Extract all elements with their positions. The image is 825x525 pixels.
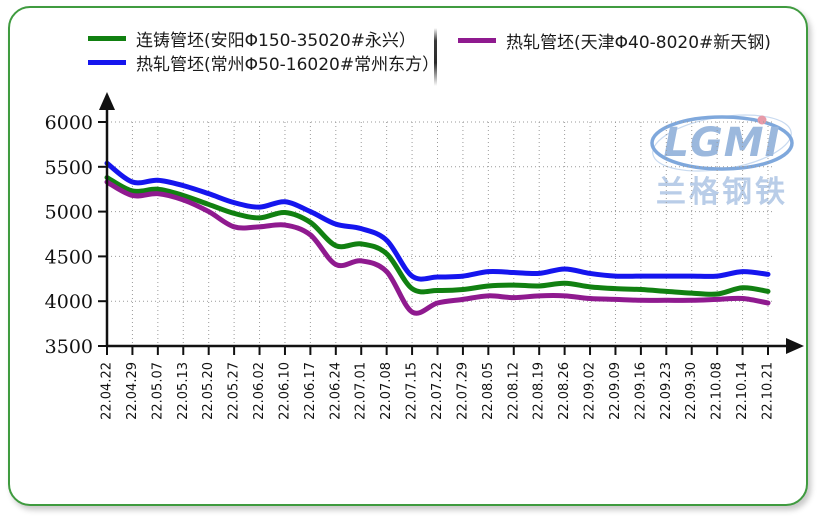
chart-card: 连铸管坯(安阳Φ150-35020#永兴） 热轧管坯(常州Φ50-16020#常… xyxy=(8,6,808,506)
legend-label-green: 连铸管坯(安阳Φ150-35020#永兴） xyxy=(136,30,416,51)
legend-swatch-blue-icon xyxy=(88,59,126,65)
x-axis-label: 22.05.27 xyxy=(227,362,242,420)
chart-axes xyxy=(98,92,804,355)
x-axis-label: 22.09.23 xyxy=(659,362,674,420)
x-axis-label: 22.08.05 xyxy=(481,362,496,420)
legend-divider xyxy=(434,28,437,86)
y-axis-label: 5000 xyxy=(45,202,93,224)
x-axis-label: 22.08.26 xyxy=(557,362,572,420)
watermark-dot-icon xyxy=(757,115,767,125)
legend-label-purple: 热轧管坯(天津Φ40-8020#新天钢) xyxy=(506,32,771,53)
x-axis-label: 22.10.14 xyxy=(735,362,750,420)
y-axis-label: 6000 xyxy=(45,112,93,134)
x-axis-label: 22.10.08 xyxy=(710,362,725,420)
x-axis-label: 22.07.01 xyxy=(354,362,369,420)
series-line-0[interactable] xyxy=(104,160,771,282)
x-axis-label: 22.06.10 xyxy=(277,362,292,420)
series-line-1[interactable] xyxy=(104,175,771,297)
chart-plot-area: LGMI 兰格钢铁 3500 4000 4500 5000 5500 6000 22.04.22… xyxy=(10,86,806,466)
y-axis-label: 3500 xyxy=(45,336,93,358)
x-axis-label: 22.05.07 xyxy=(150,362,165,420)
x-axis-label: 22.09.16 xyxy=(633,362,648,420)
x-axis-label: 22.09.02 xyxy=(583,362,598,420)
y-axis-label: 5500 xyxy=(45,157,93,179)
legend-item-blue[interactable]: 热轧管坯(常州Φ50-16020#常州东方） xyxy=(88,50,440,75)
legend-label-blue: 热轧管坯(常州Φ50-16020#常州东方） xyxy=(136,54,440,75)
y-axis-label: 4000 xyxy=(45,291,93,313)
line-chart: LGMI 兰格钢铁 3500 4000 4500 5000 5500 6000 22.04.22… xyxy=(45,92,804,420)
x-axis-label: 22.04.29 xyxy=(125,362,140,420)
series-line-2[interactable] xyxy=(104,179,771,316)
x-axis-label: 22.08.12 xyxy=(506,362,521,420)
watermark-ellipse-icon xyxy=(650,115,794,171)
x-axis-arrow-icon xyxy=(786,338,804,354)
x-axis-label: 22.06.17 xyxy=(303,362,318,420)
x-axis-label: 22.09.09 xyxy=(608,362,623,420)
legend-column-left: 连铸管坯(安阳Φ150-35020#永兴） 热轧管坯(常州Φ50-16020#常… xyxy=(88,26,440,75)
watermark: LGMI 兰格钢铁 xyxy=(650,114,794,210)
y-axis-label: 4500 xyxy=(45,246,93,268)
x-axis-label: 22.06.24 xyxy=(328,362,343,420)
watermark-logo-text: LGMI xyxy=(663,120,780,166)
legend-item-purple[interactable]: 热轧管坯(天津Φ40-8020#新天钢) xyxy=(458,28,771,53)
watermark-cn-text: 兰格钢铁 xyxy=(656,175,788,210)
chart-series-group xyxy=(104,160,771,316)
x-axis-label: 22.09.30 xyxy=(684,362,699,420)
x-axis-label: 22.07.22 xyxy=(430,362,445,420)
x-axis-label: 22.04.22 xyxy=(100,362,115,420)
x-axis-label: 22.07.15 xyxy=(405,362,420,420)
x-axis-label: 22.07.29 xyxy=(455,362,470,420)
x-axis-label: 22.05.13 xyxy=(176,362,191,420)
legend-column-right: 热轧管坯(天津Φ40-8020#新天钢) xyxy=(458,28,771,53)
x-axis-label: 22.08.19 xyxy=(532,362,547,420)
legend-swatch-purple-icon xyxy=(458,37,496,43)
x-axis-label: 22.05.20 xyxy=(201,362,216,420)
chart-legend: 连铸管坯(安阳Φ150-35020#永兴） 热轧管坯(常州Φ50-16020#常… xyxy=(10,26,806,88)
legend-swatch-green-icon xyxy=(88,35,126,41)
y-axis-arrow-icon xyxy=(99,92,115,110)
chart-tick-labels: 3500 4000 4500 5000 5500 6000 22.04.22 22.04.29… xyxy=(45,112,776,420)
x-axis-label: 22.10.21 xyxy=(761,362,776,420)
legend-item-green[interactable]: 连铸管坯(安阳Φ150-35020#永兴） xyxy=(88,26,439,51)
x-axis-label: 22.07.08 xyxy=(379,362,394,420)
x-axis-label: 22.06.02 xyxy=(252,362,267,420)
